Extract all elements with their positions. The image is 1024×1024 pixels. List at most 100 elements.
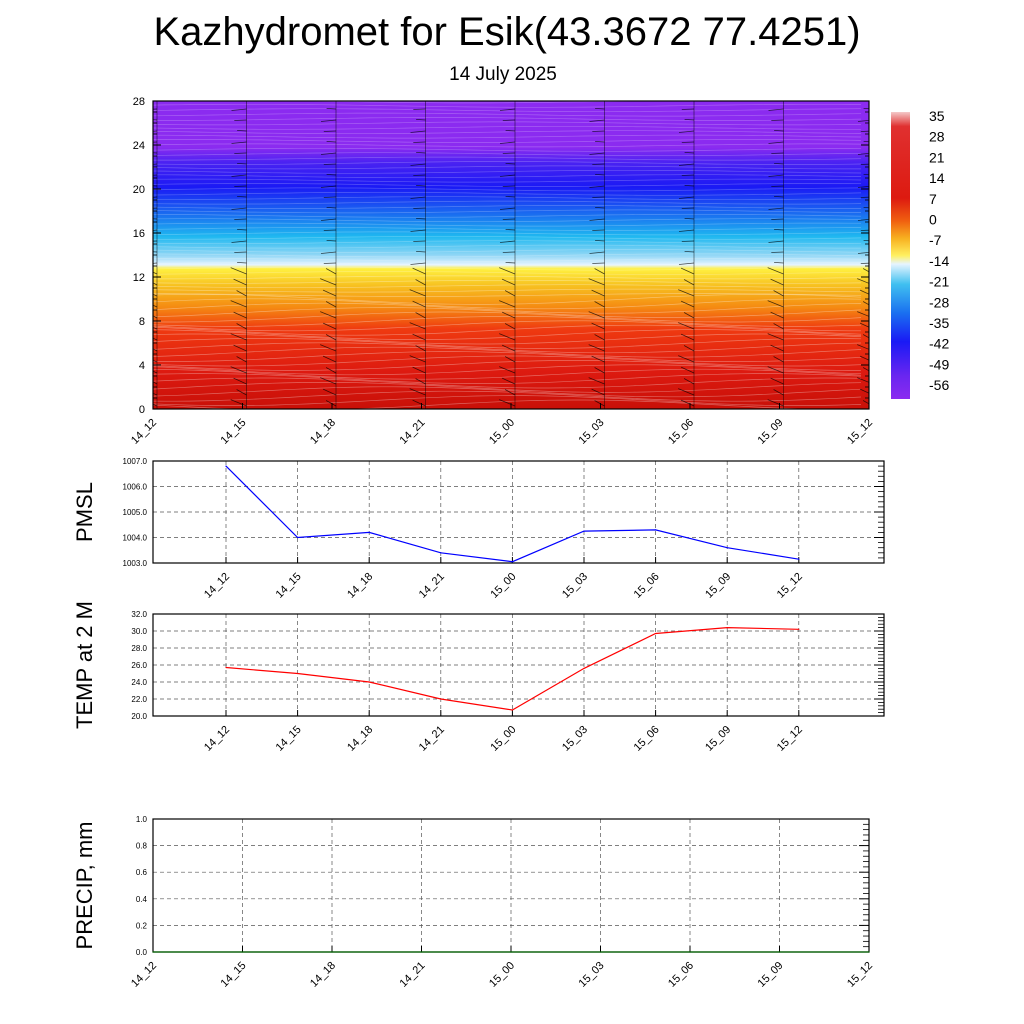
wind-barb — [594, 400, 605, 407]
wind-barb — [859, 355, 869, 361]
wind-barb — [320, 152, 337, 155]
contour-line — [153, 187, 862, 192]
wind-barb — [680, 267, 695, 275]
wind-barb — [320, 311, 337, 319]
wind-barb — [681, 240, 695, 242]
wind-barb — [237, 262, 247, 264]
contour-line — [153, 235, 862, 240]
wind-barb — [684, 218, 695, 220]
wind-barb — [859, 322, 869, 328]
wind-barb — [153, 392, 158, 396]
wind-barb — [416, 218, 426, 220]
wind-barb — [230, 267, 247, 275]
contour-line — [153, 257, 862, 262]
wind-barb — [771, 251, 784, 253]
x-tick-label: 15_09 — [756, 960, 786, 990]
contour-line — [153, 333, 862, 345]
data-point — [511, 709, 513, 711]
wind-barb — [230, 300, 247, 308]
wind-barb — [153, 370, 158, 374]
x-tick-label: 14_18 — [308, 417, 338, 447]
wind-barb — [153, 381, 158, 385]
wind-barb — [412, 333, 426, 341]
wind-barb — [860, 262, 869, 264]
data-point — [440, 698, 442, 700]
wind-barb — [771, 218, 784, 220]
wind-barb — [410, 130, 426, 133]
contour-line — [153, 169, 862, 174]
series-line — [225, 626, 799, 711]
contour-line — [153, 279, 862, 284]
contour-line — [153, 360, 861, 371]
x-tick-label: 15_09 — [703, 724, 733, 754]
wind-barb — [325, 301, 337, 308]
wind-barb — [592, 163, 605, 165]
wind-barb — [237, 163, 247, 165]
wind-barb — [153, 240, 158, 242]
wind-barb — [231, 207, 247, 210]
contour-line — [153, 355, 862, 367]
wind-barb — [863, 174, 869, 176]
wind-barb — [594, 268, 605, 275]
wind-barb — [499, 366, 516, 374]
wind-barb — [505, 229, 516, 231]
wind-barb — [588, 377, 605, 385]
wind-barb — [863, 240, 869, 242]
data-point — [297, 536, 299, 539]
wind-barb — [589, 152, 605, 155]
data-point — [297, 672, 299, 675]
wind-barb — [409, 289, 426, 297]
contour-line — [153, 191, 862, 196]
contour-line — [153, 143, 862, 148]
wind-barb — [768, 207, 784, 210]
heatmap-y-axis: 0 4 8 12 16 20 24 28 — [133, 96, 869, 416]
wind-barb — [322, 355, 337, 363]
data-point — [655, 529, 657, 531]
y-tick-label: 22.0 — [131, 695, 147, 704]
wind-barb — [595, 141, 605, 143]
wind-barb — [678, 355, 695, 363]
data-point — [440, 552, 442, 554]
wind-barb — [416, 119, 426, 121]
wind-barb — [325, 334, 337, 341]
wind-barb — [592, 196, 605, 198]
contour-line — [153, 293, 862, 297]
wind-barb — [767, 366, 784, 374]
wind-barb — [231, 174, 247, 177]
wind-barb-column — [499, 101, 516, 409]
data-point — [689, 951, 691, 953]
wind-barb — [863, 207, 869, 209]
wind-barb — [326, 108, 337, 110]
contour-line — [153, 399, 816, 409]
wind-barb — [410, 196, 426, 199]
wind-barb — [773, 389, 784, 396]
wind-barb — [767, 399, 784, 407]
y-axis-label: PRECIP, mm — [72, 822, 97, 950]
contour-line — [153, 288, 862, 293]
wind-barb — [237, 130, 247, 132]
contour-line — [153, 249, 862, 253]
x-tick-label: 15_06 — [666, 417, 696, 447]
wind-barb — [501, 311, 516, 319]
wind-barb — [774, 262, 784, 264]
y-tick-label: 32.0 — [131, 610, 147, 619]
data-point — [368, 531, 370, 534]
wind-barb — [323, 229, 337, 231]
x-tick-label: 15_00 — [488, 571, 518, 601]
wind-barb — [325, 400, 337, 407]
wind-barb — [415, 378, 426, 385]
wind-barb — [684, 152, 695, 154]
data-point — [368, 681, 370, 683]
data-point — [583, 530, 585, 532]
wind-barb — [771, 119, 784, 121]
colorbar-label: 28 — [929, 129, 945, 145]
wind-barb — [678, 130, 695, 133]
contour-line — [153, 213, 862, 218]
heatmap-field — [153, 101, 869, 409]
x-tick-label: 15_09 — [756, 417, 786, 447]
wind-barb — [153, 293, 158, 297]
x-tick-label: 15_12 — [845, 960, 875, 990]
contour-line — [153, 196, 862, 201]
x-tick-label: 14_15 — [219, 417, 249, 447]
wind-barb — [505, 196, 516, 198]
